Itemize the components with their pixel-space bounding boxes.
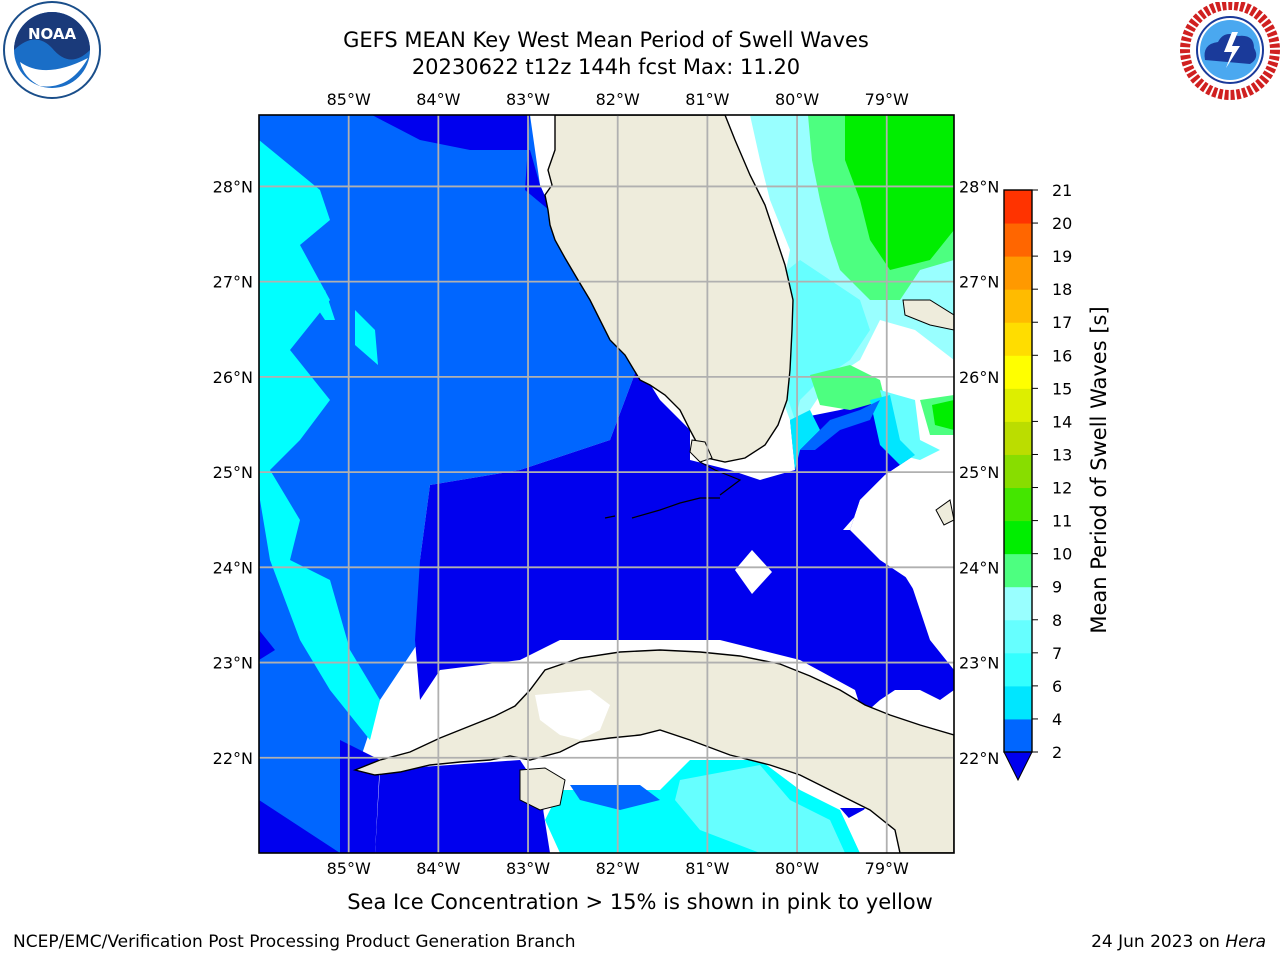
colorbar-segment: [1004, 718, 1032, 753]
colorbar-segment: [1004, 388, 1032, 422]
nws-logo: [1180, 2, 1280, 100]
lat-tick-label-right: 28°N: [959, 177, 999, 196]
lon-tick-label-bottom: 79°W: [865, 859, 909, 878]
colorbar-extend-arrow: [1003, 751, 1033, 782]
lat-tick-label-left: 25°N: [213, 463, 253, 482]
colorbar-tick-label: 21: [1052, 181, 1072, 200]
colorbar-segment: [1004, 619, 1032, 654]
colorbar-segment: [1004, 652, 1032, 687]
lat-tick-label-left: 26°N: [213, 368, 253, 387]
lat-tick-label-right: 24°N: [959, 558, 999, 577]
colorbar-segment: [1004, 454, 1032, 489]
colorbar-segment: [1004, 487, 1032, 522]
lon-tick-label-top: 80°W: [775, 90, 819, 109]
tick-labels: 85°W 85°W 84°W 84°W 83°W 83°W 82°W 82°W 81°W 81°W…: [213, 90, 1000, 878]
lon-tick-label-bottom: 85°W: [327, 859, 371, 878]
colorbar-segment: [1004, 586, 1032, 621]
colorbar-segment: [1004, 223, 1032, 257]
colorbar-tick-label: 18: [1052, 280, 1072, 299]
colorbar-segment: [1004, 685, 1032, 720]
lat-tick-label-right: 25°N: [959, 463, 999, 482]
lon-tick-label-top: 84°W: [416, 90, 460, 109]
lat-tick-label-right: 27°N: [959, 273, 999, 292]
host-name: Hera: [1225, 932, 1266, 952]
colorbar-segment: [1004, 553, 1032, 588]
lon-tick-label-top: 83°W: [506, 90, 550, 109]
lat-tick-label-right: 23°N: [959, 654, 999, 673]
colorbar-tick-label: 12: [1052, 479, 1072, 498]
colorbar-tick-label: 19: [1052, 247, 1072, 266]
map-frame: [258, 114, 955, 854]
lon-tick-label-bottom: 80°W: [775, 859, 819, 878]
lat-tick-label-left: 23°N: [213, 654, 253, 673]
colorbar-tick-label: 8: [1052, 611, 1062, 630]
period-band-10-11: [845, 115, 954, 270]
lat-tick-label-left: 22°N: [213, 749, 253, 768]
colorbar-tick-label: 11: [1052, 512, 1072, 531]
producer-credit: NCEP/EMC/Verification Post Processing Pr…: [13, 932, 576, 952]
colorbar-segment: [1004, 421, 1032, 455]
colorbar-frame: [1003, 189, 1033, 753]
colorbar-tick-label: 15: [1052, 379, 1072, 398]
colorbar-tick-label: 6: [1052, 677, 1062, 696]
sea-ice-note: Sea Ice Concentration > 15% is shown in …: [347, 890, 933, 914]
colorbar-segment: [1004, 520, 1032, 555]
chart-subtitle: 20230622 t12z 144h fcst Max: 11.20: [411, 55, 801, 79]
run-date: 24 Jun 2023 on Hera: [1091, 932, 1266, 952]
colorbar-segment: [1004, 355, 1032, 389]
colorbar-segment: [1004, 256, 1032, 290]
chart-title: GEFS MEAN Key West Mean Period of Swell …: [343, 28, 869, 52]
lat-tick-label-right: 22°N: [959, 749, 999, 768]
colorbar-segment: [1004, 190, 1032, 224]
lon-tick-label-top: 79°W: [865, 90, 909, 109]
lon-tick-label-top: 81°W: [685, 90, 729, 109]
period-band-2-4: [372, 115, 954, 715]
noaa-logo-text: NOAA: [28, 25, 77, 43]
lon-tick-label-bottom: 83°W: [506, 859, 550, 878]
florida-landmass: [544, 115, 794, 463]
colorbar-label: Mean Period of Swell Waves [s]: [1087, 306, 1111, 634]
colorbar: 2 4 6 7 8 9 10 11 12 13 14 15 16 17 18 19 20 21: [1003, 181, 1072, 782]
colorbar-tick-label: 17: [1052, 313, 1072, 332]
run-date-text: 24 Jun 2023 on: [1091, 932, 1226, 952]
lon-tick-label-top: 82°W: [596, 90, 640, 109]
colorbar-tick-label: 4: [1052, 710, 1062, 729]
colorbar-segment: [1004, 289, 1032, 323]
lat-tick-label-left: 27°N: [213, 273, 253, 292]
colorbar-tick-label: 13: [1052, 445, 1072, 464]
lon-tick-label-bottom: 84°W: [416, 859, 460, 878]
colorbar-tick-label: 7: [1052, 644, 1062, 663]
colorbar-tick-label: 16: [1052, 346, 1072, 365]
lat-tick-label-right: 26°N: [959, 368, 999, 387]
lon-tick-label-bottom: 81°W: [685, 859, 729, 878]
colorbar-tick-label: 20: [1052, 214, 1072, 233]
lon-tick-label-bottom: 82°W: [596, 859, 640, 878]
lon-tick-label-top: 85°W: [327, 90, 371, 109]
colorbar-tick-label: 2: [1052, 743, 1062, 762]
graticule: [259, 115, 954, 853]
lat-tick-label-left: 28°N: [213, 177, 253, 196]
colorbar-tick-label: 14: [1052, 412, 1072, 431]
lat-tick-label-left: 24°N: [213, 558, 253, 577]
colorbar-tick-label: 10: [1052, 545, 1072, 564]
colorbar-segment: [1004, 322, 1032, 356]
colorbar-tick-label: 9: [1052, 578, 1062, 597]
noaa-logo: NOAA: [3, 1, 101, 99]
map-field: [259, 115, 954, 853]
period-band-6-7: [259, 140, 380, 740]
